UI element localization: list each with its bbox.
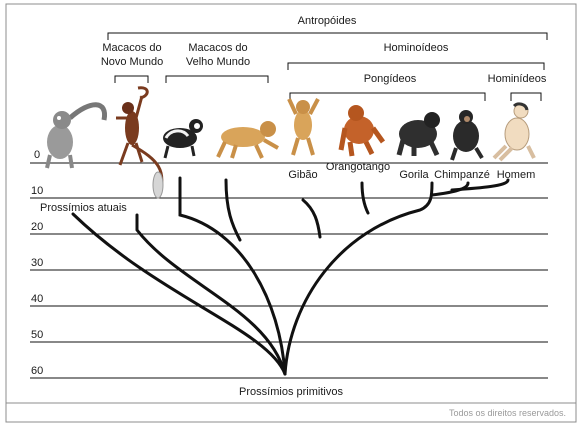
branch-hominoideos bbox=[283, 181, 434, 376]
phylogenetic-tree bbox=[71, 176, 510, 376]
tick-50: 50 bbox=[31, 329, 43, 341]
bracket-hominideos bbox=[510, 92, 542, 101]
label-gorila: Gorila bbox=[399, 169, 429, 181]
branch-velho-mundo-a bbox=[178, 176, 287, 376]
gibbon-icon bbox=[287, 98, 320, 156]
branch-gibao bbox=[301, 198, 322, 239]
tick-40: 40 bbox=[31, 293, 43, 305]
tick-30: 30 bbox=[31, 257, 43, 269]
group-labels: Antropóides Macacos do Novo Mundo Macaco… bbox=[101, 15, 547, 85]
tick-20: 20 bbox=[31, 221, 43, 233]
chimpanzee-icon bbox=[450, 110, 484, 161]
label-hominideos: Hominídeos bbox=[488, 73, 547, 85]
label-prossimios-atuais: Prossímios atuais bbox=[40, 202, 127, 214]
macaque-icon bbox=[216, 121, 279, 159]
colobus-icon bbox=[163, 119, 203, 159]
tick-60: 60 bbox=[31, 365, 43, 377]
label-pongideos: Pongídeos bbox=[364, 73, 417, 85]
orangutan-icon bbox=[338, 105, 386, 157]
branch-orangotango bbox=[360, 181, 370, 215]
tick-10: 10 bbox=[31, 185, 43, 197]
bracket-hominoideos bbox=[287, 62, 545, 70]
label-antropoides: Antropóides bbox=[298, 15, 357, 27]
human-icon bbox=[492, 102, 536, 162]
label-orangotango: Orangotango bbox=[326, 161, 390, 173]
label-velho-mundo-2: Velho Mundo bbox=[186, 56, 250, 68]
group-brackets bbox=[107, 32, 548, 101]
label-gibao: Gibão bbox=[288, 169, 317, 181]
bracket-antropoides bbox=[107, 32, 548, 40]
label-prossimios-primitivos: Prossímios primitivos bbox=[239, 386, 343, 398]
diagram-frame bbox=[5, 3, 577, 423]
time-tick-labels: 0 10 20 30 40 50 60 bbox=[31, 149, 43, 377]
branch-velho-mundo-b bbox=[224, 178, 242, 242]
branch-homem bbox=[450, 178, 510, 192]
species-labels: Gibão Orangotango Gorila Chimpanzé Homem… bbox=[40, 161, 535, 398]
time-gridlines bbox=[30, 162, 548, 379]
tick-0: 0 bbox=[34, 149, 40, 161]
label-novo-mundo-1: Macacos do bbox=[102, 42, 161, 54]
label-velho-mundo-1: Macacos do bbox=[188, 42, 247, 54]
bracket-velho-mundo bbox=[165, 75, 269, 83]
label-novo-mundo-2: Novo Mundo bbox=[101, 56, 163, 68]
lemur-icon bbox=[45, 102, 108, 169]
label-chimpanze: Chimpanzé bbox=[434, 169, 490, 181]
spider-monkey-icon bbox=[116, 86, 164, 199]
bracket-pongideos bbox=[289, 92, 486, 101]
label-homem: Homem bbox=[497, 169, 536, 181]
gorilla-icon bbox=[396, 112, 440, 157]
bracket-novo-mundo bbox=[114, 75, 149, 83]
branch-prossimios bbox=[71, 212, 287, 376]
copyright-notice: Todos os direitos reservados. bbox=[449, 408, 566, 418]
label-hominoideos: Hominoídeos bbox=[384, 42, 449, 54]
branch-novo-mundo bbox=[135, 213, 287, 376]
